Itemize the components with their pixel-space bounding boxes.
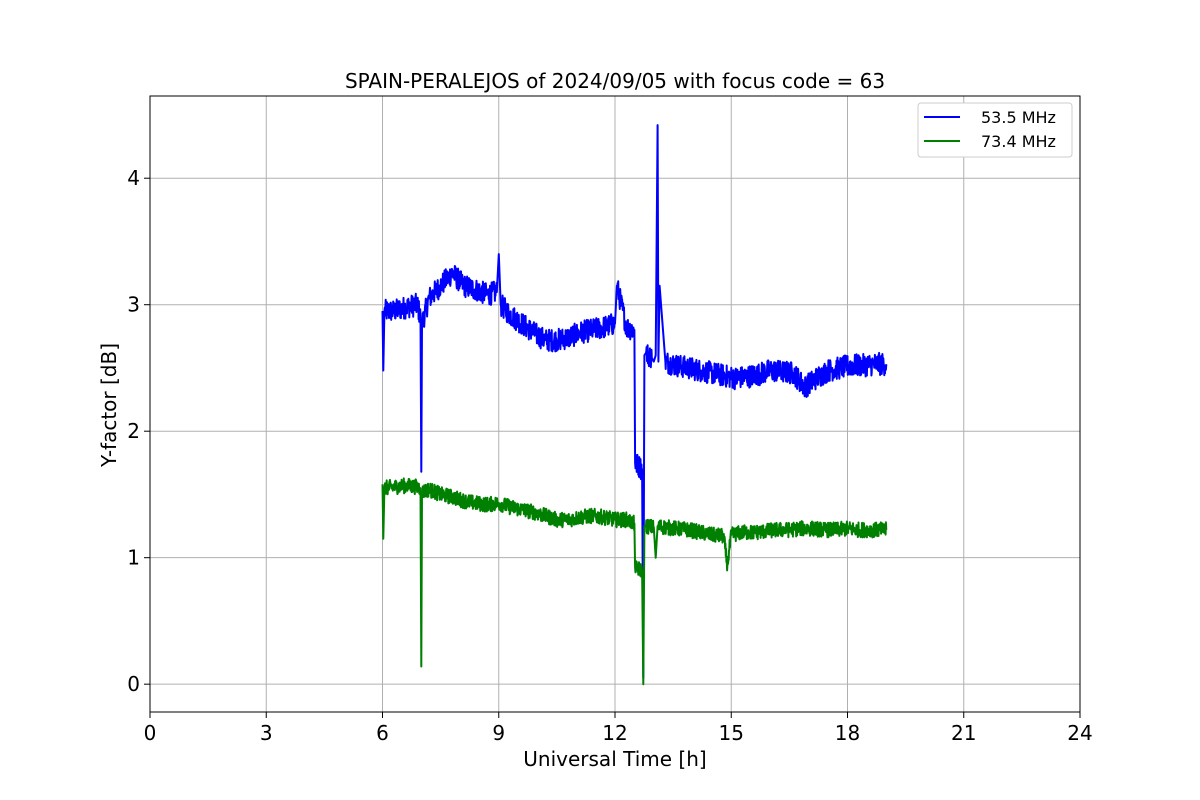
x-tick-label: 6	[376, 721, 389, 745]
chart-title: SPAIN-PERALEJOS of 2024/09/05 with focus…	[345, 69, 885, 93]
y-tick-label: 2	[127, 419, 140, 443]
y-tick-label: 0	[127, 672, 140, 696]
y-tick-label: 3	[127, 293, 140, 317]
x-tick-label: 21	[951, 721, 976, 745]
x-tick-label: 24	[1067, 721, 1092, 745]
series-line-73-4-mhz	[381, 477, 888, 686]
legend: 53.5 MHz 73.4 MHz	[917, 102, 1073, 158]
y-tick-label: 1	[127, 546, 140, 570]
x-axis-label: Universal Time [h]	[523, 747, 706, 771]
series-layer	[381, 124, 888, 686]
y-axis-label: Y-factor [dB]	[97, 343, 121, 468]
series-line-53-5-mhz	[381, 124, 888, 679]
x-tick-label: 3	[260, 721, 273, 745]
x-tick-label: 9	[492, 721, 505, 745]
x-tick-label: 15	[719, 721, 744, 745]
x-tick-label: 0	[144, 721, 157, 745]
legend-label-73-4: 73.4 MHz	[981, 132, 1056, 151]
y-tick-label: 4	[127, 166, 140, 190]
x-tick-label: 18	[835, 721, 860, 745]
legend-label-53-5: 53.5 MHz	[981, 108, 1056, 127]
x-tick-label: 12	[602, 721, 627, 745]
